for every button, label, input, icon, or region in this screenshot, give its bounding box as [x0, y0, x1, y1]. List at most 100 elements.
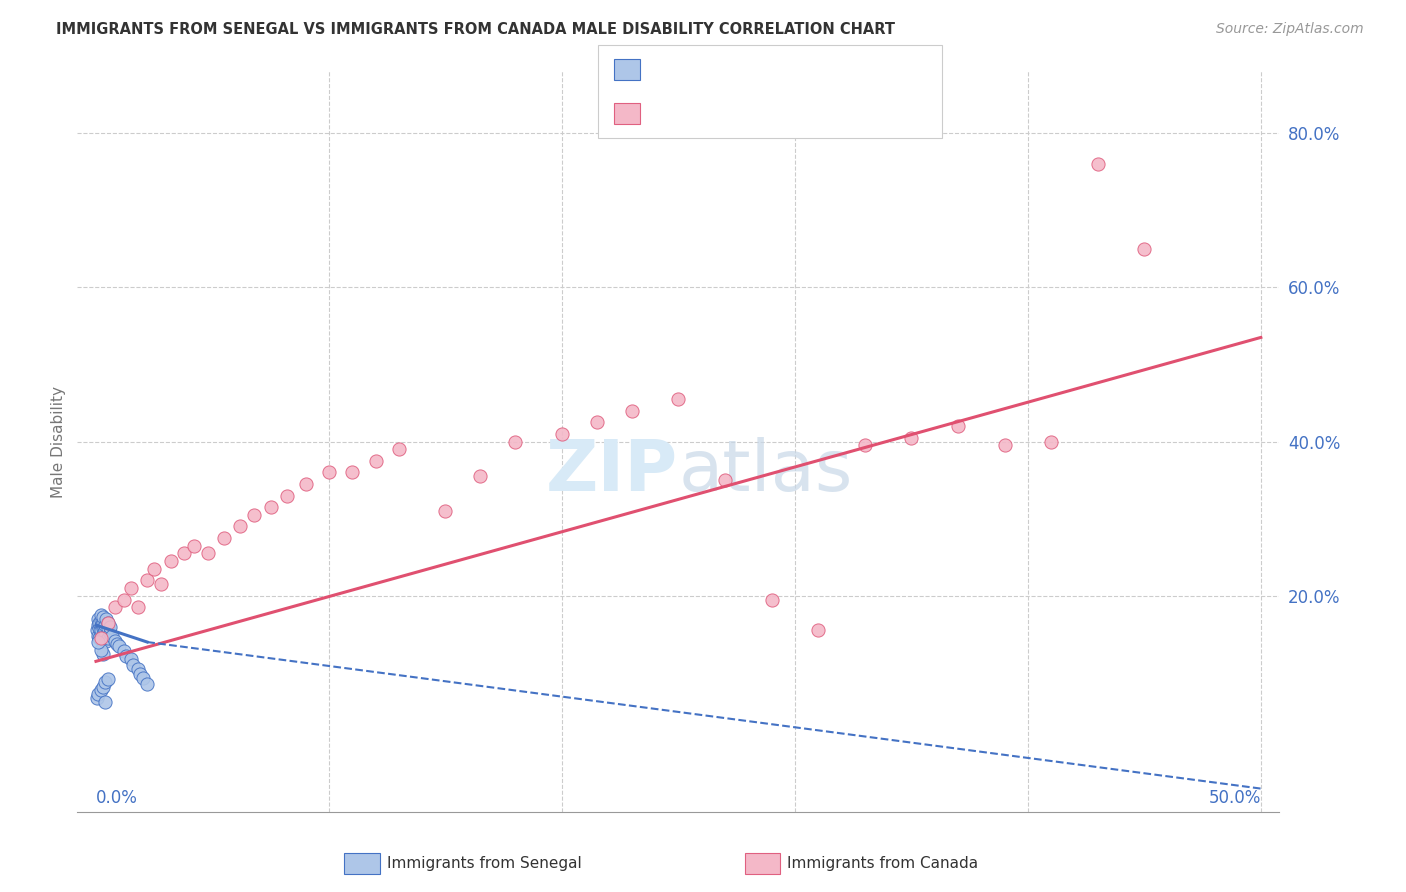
- Point: [90, 631, 112, 645]
- Point: [761, 592, 783, 607]
- Point: [91, 627, 114, 641]
- Point: [1087, 157, 1109, 171]
- Point: [93, 631, 115, 645]
- Point: [197, 546, 219, 560]
- Point: [505, 434, 527, 449]
- Point: [1040, 434, 1063, 449]
- Point: [115, 648, 138, 663]
- Point: [342, 466, 364, 480]
- Point: [90, 608, 112, 623]
- Point: [318, 466, 340, 480]
- Point: [94, 675, 117, 690]
- Point: [470, 469, 492, 483]
- Point: [1133, 242, 1156, 256]
- Point: [98, 619, 121, 633]
- Point: [260, 500, 283, 514]
- Point: [97, 631, 120, 645]
- Point: [90, 614, 112, 628]
- Point: [434, 504, 457, 518]
- Point: [87, 618, 110, 632]
- Point: [120, 652, 142, 666]
- Point: [586, 415, 609, 429]
- Point: [136, 677, 159, 691]
- Point: [212, 531, 235, 545]
- Text: Source: ZipAtlas.com: Source: ZipAtlas.com: [1216, 22, 1364, 37]
- Text: N =: N =: [778, 106, 814, 124]
- Point: [120, 581, 142, 595]
- Point: [112, 592, 135, 607]
- Point: [159, 554, 181, 568]
- Point: [276, 489, 298, 503]
- Point: [90, 619, 112, 633]
- Point: [127, 662, 149, 676]
- Point: [183, 539, 205, 553]
- Point: [90, 617, 112, 632]
- Point: [98, 625, 121, 640]
- Point: [388, 442, 411, 457]
- Point: [97, 621, 120, 635]
- Point: [97, 615, 120, 630]
- Text: Immigrants from Senegal: Immigrants from Senegal: [387, 856, 582, 871]
- Text: 40: 40: [815, 106, 838, 124]
- Text: Immigrants from Canada: Immigrants from Canada: [787, 856, 979, 871]
- Point: [87, 629, 110, 643]
- Point: [91, 610, 114, 624]
- Point: [87, 688, 110, 702]
- Point: [993, 438, 1015, 452]
- Text: 0.0%: 0.0%: [96, 789, 138, 807]
- Point: [900, 431, 922, 445]
- Point: [87, 635, 110, 649]
- Point: [94, 624, 117, 638]
- Point: [143, 562, 166, 576]
- Point: [94, 618, 117, 632]
- Point: [93, 619, 115, 633]
- Point: [91, 680, 114, 694]
- Text: 50.0%: 50.0%: [1208, 789, 1261, 807]
- Point: [97, 615, 120, 630]
- Text: 0.638: 0.638: [693, 106, 745, 124]
- Text: 51: 51: [815, 62, 838, 79]
- Point: [104, 600, 127, 615]
- Point: [129, 667, 152, 681]
- Point: [90, 625, 112, 640]
- Y-axis label: Male Disability: Male Disability: [51, 385, 66, 498]
- Point: [243, 508, 266, 522]
- Point: [97, 672, 120, 686]
- Point: [86, 690, 108, 705]
- Point: [173, 546, 195, 560]
- Point: [87, 612, 110, 626]
- Text: atlas: atlas: [679, 437, 853, 506]
- Point: [94, 612, 117, 626]
- Point: [91, 621, 114, 635]
- Point: [714, 473, 737, 487]
- Point: [91, 647, 114, 661]
- Point: [94, 629, 117, 643]
- Point: [87, 621, 110, 635]
- Point: [90, 642, 112, 657]
- Point: [364, 454, 387, 468]
- Text: R =: R =: [654, 62, 690, 79]
- Point: [127, 600, 149, 615]
- Text: N =: N =: [778, 62, 814, 79]
- Text: ZIP: ZIP: [546, 437, 679, 506]
- Point: [136, 574, 159, 588]
- Point: [105, 637, 128, 651]
- Point: [94, 695, 117, 709]
- Point: [108, 639, 131, 653]
- Point: [86, 624, 108, 638]
- Point: [294, 477, 316, 491]
- Point: [122, 658, 145, 673]
- Point: [101, 629, 124, 643]
- Text: -0.224: -0.224: [693, 62, 752, 79]
- Point: [112, 644, 135, 658]
- Point: [666, 392, 689, 406]
- Point: [946, 419, 969, 434]
- Point: [551, 426, 574, 441]
- Point: [90, 624, 112, 638]
- Text: R =: R =: [654, 106, 690, 124]
- Text: IMMIGRANTS FROM SENEGAL VS IMMIGRANTS FROM CANADA MALE DISABILITY CORRELATION CH: IMMIGRANTS FROM SENEGAL VS IMMIGRANTS FR…: [56, 22, 896, 37]
- Point: [89, 615, 111, 630]
- Point: [91, 615, 114, 630]
- Point: [89, 631, 111, 645]
- Point: [150, 577, 173, 591]
